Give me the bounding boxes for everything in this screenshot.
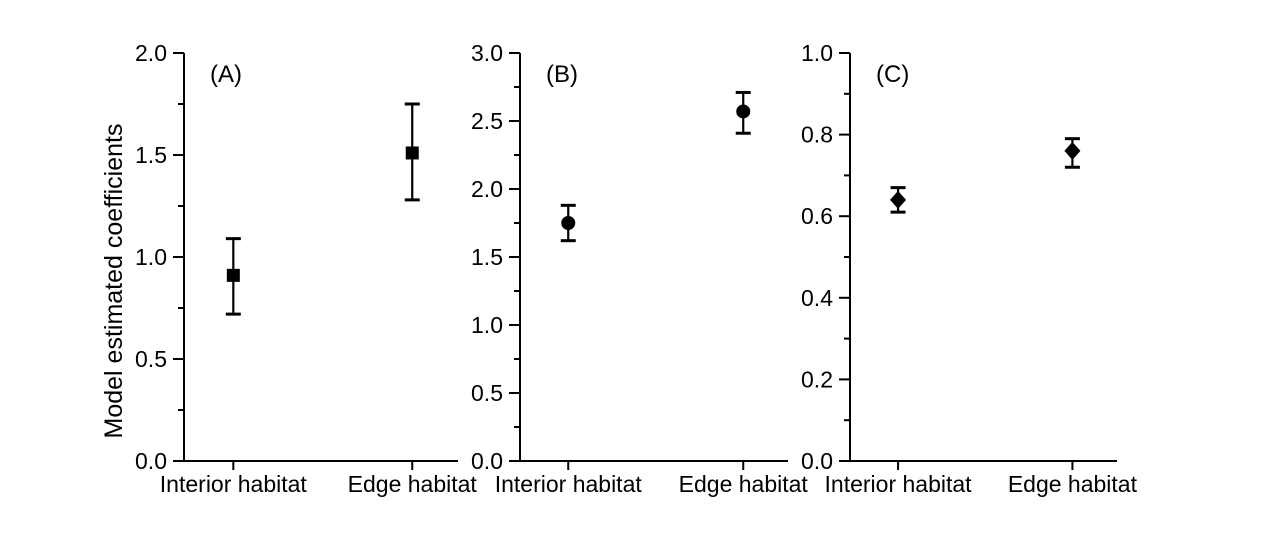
y-tick-label: 0.6 — [801, 203, 833, 229]
x-category-label: Edge habitat — [1008, 471, 1138, 497]
y-tick-label: 2.0 — [135, 40, 167, 66]
y-tick-label: 1.5 — [471, 244, 503, 270]
panel-letter: (C) — [876, 61, 909, 88]
circle-marker — [561, 216, 576, 230]
x-category-label: Interior habitat — [825, 471, 973, 497]
square-marker — [226, 268, 240, 282]
y-tick-label: 0.0 — [471, 448, 503, 474]
x-category-label: Edge habitat — [679, 471, 809, 497]
y-tick-label: 1.0 — [801, 40, 833, 66]
square-marker — [405, 146, 419, 160]
panel-C: 0.0 0.2 0.4 0.6 0.8 1.0 Interior habitat Edge h… — [801, 40, 1138, 497]
y-tick-label: 0.0 — [135, 448, 167, 474]
y-tick-label: 0.8 — [801, 122, 833, 148]
panel-A: 0.0 0.5 1.0 1.5 2.0 Interior habitat Edge habi… — [135, 40, 477, 497]
diamond-marker — [1064, 141, 1081, 160]
y-tick-label: 0.4 — [801, 285, 833, 311]
y-tick-label: 0.5 — [471, 380, 503, 406]
y-tick-label: 1.0 — [135, 244, 167, 270]
y-tick-label: 2.0 — [471, 176, 503, 202]
x-category-label: Interior habitat — [495, 471, 643, 497]
x-category-label: Interior habitat — [160, 471, 308, 497]
y-tick-label: 0.5 — [135, 346, 167, 372]
axis-spines — [183, 53, 458, 462]
y-tick-label: 0.0 — [801, 448, 833, 474]
x-category-label: Edge habitat — [348, 471, 478, 497]
y-tick-label: 1.0 — [471, 312, 503, 338]
panel-letter: (A) — [210, 61, 242, 88]
circle-marker — [736, 104, 751, 119]
axis-spines — [849, 53, 1117, 462]
y-tick-label: 2.5 — [471, 108, 503, 134]
panel-B: 0.0 0.5 1.0 1.5 2.0 2.5 3.0 Interior habitat Edg… — [471, 40, 808, 497]
diamond-marker — [890, 190, 907, 209]
panel-letter: (B) — [546, 61, 578, 88]
y-tick-label: 1.5 — [135, 142, 167, 168]
y-axis-title: Model estimated coefficients — [100, 124, 128, 439]
y-tick-label: 0.2 — [801, 366, 833, 392]
y-tick-label: 3.0 — [471, 40, 503, 66]
